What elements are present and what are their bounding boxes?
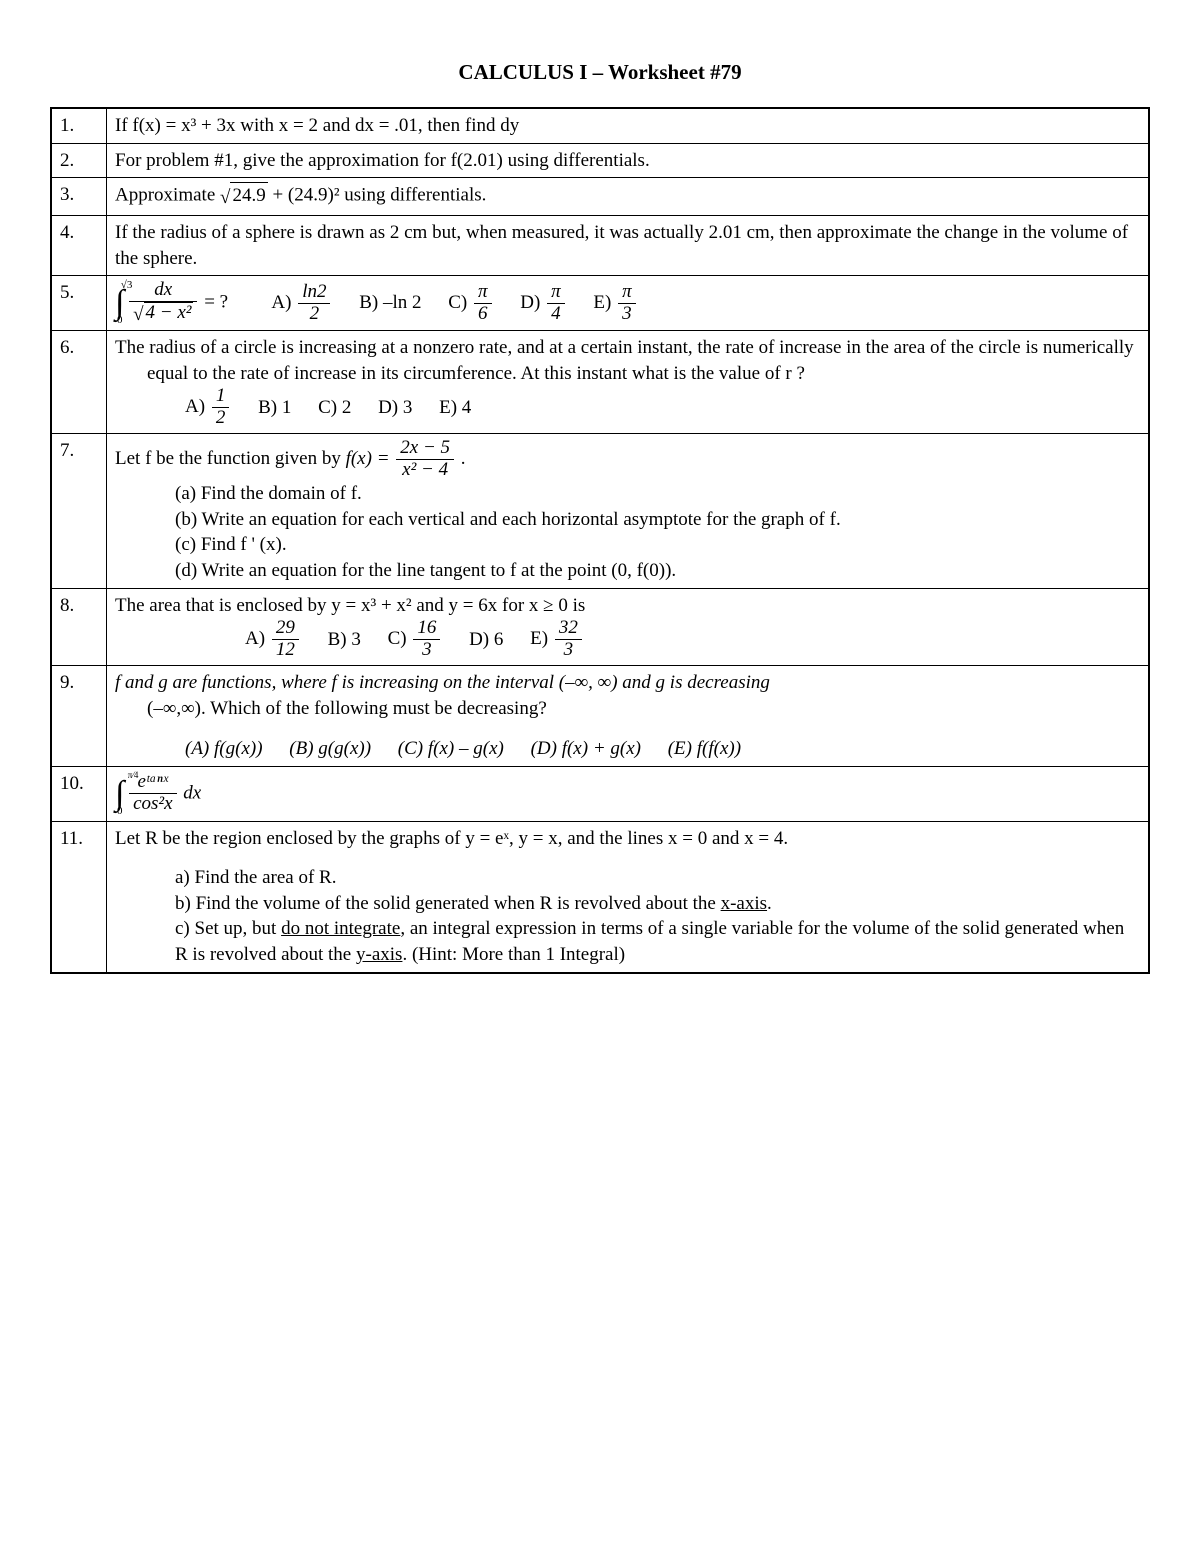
choice-b: B) –ln 2 (359, 290, 421, 316)
choice-b: (B) g(g(x)) (289, 736, 371, 762)
problem-number: 2. (51, 143, 107, 178)
choice-c: C) 163 (388, 618, 443, 661)
integral-icon: ∫ π⁄4 0 (115, 771, 124, 817)
integral-icon: ∫ √3 0 (115, 280, 124, 326)
subpart-a: a) Find the area of R. (115, 865, 1140, 891)
problem-number: 4. (51, 215, 107, 275)
problem-number: 7. (51, 434, 107, 588)
problem-number: 11. (51, 821, 107, 973)
problem-text: Let R be the region enclosed by the grap… (107, 821, 1150, 973)
subpart-c: c) Set up, but do not integrate, an inte… (115, 916, 1140, 967)
dx-label: dx (183, 782, 201, 803)
choice-d: D) 3 (378, 395, 412, 421)
question-line-1: f and g are functions, where f is increa… (115, 672, 770, 693)
equals-question: = ? (204, 292, 228, 313)
problem-row: 11. Let R be the region enclosed by the … (51, 821, 1149, 973)
choice-c: (C) f(x) – g(x) (398, 736, 504, 762)
problem-number: 1. (51, 108, 107, 143)
choice-d: D) 6 (469, 627, 503, 653)
choice-c: C) π6 (448, 282, 493, 325)
problem-number: 8. (51, 588, 107, 665)
question-text: The area that is enclosed by y = x³ + x²… (115, 593, 1140, 619)
choice-a: A) 2912 (245, 618, 301, 661)
problem-text: If f(x) = x³ + 3x with x = 2 and dx = .0… (107, 108, 1150, 143)
problem-number: 6. (51, 331, 107, 434)
problem-number: 3. (51, 178, 107, 216)
subpart-b: (b) Write an equation for each vertical … (115, 507, 1140, 533)
problem-text: ∫ π⁄4 0 eᵗᵃⁿˣ cos²x dx (107, 766, 1150, 821)
problem-text: ∫ √3 0 dx √4 − x² = ? A) l (107, 276, 1150, 331)
choice-e: (E) f(f(x)) (668, 736, 741, 762)
choice-d: D) π4 (520, 282, 566, 325)
problem-text: For problem #1, give the approximation f… (107, 143, 1150, 178)
sqrt-icon: √4 − x² (133, 302, 193, 326)
problem-row: 3. Approximate √24.9 + (24.9)² using dif… (51, 178, 1149, 216)
choice-b: B) 3 (328, 627, 361, 653)
subpart-a: (a) Find the domain of f. (115, 481, 1140, 507)
text-suffix: + (24.9)² using differentials. (272, 185, 486, 206)
problem-text: If the radius of a sphere is drawn as 2 … (107, 215, 1150, 275)
problem-text: The radius of a circle is increasing at … (107, 331, 1150, 434)
choice-e: E) 4 (439, 395, 471, 421)
text-prefix: Approximate (115, 185, 220, 206)
problem-table: 1. If f(x) = x³ + 3x with x = 2 and dx =… (50, 107, 1150, 974)
problem-text: f and g are functions, where f is increa… (107, 665, 1150, 766)
choice-a: A) 12 (185, 386, 231, 429)
problem-row: 1. If f(x) = x³ + 3x with x = 2 and dx =… (51, 108, 1149, 143)
problem-text: The area that is enclosed by y = x³ + x²… (107, 588, 1150, 665)
problem-row: 9. f and g are functions, where f is inc… (51, 665, 1149, 766)
page-title: CALCULUS I – Worksheet #79 (50, 60, 1150, 85)
integrand: dx √4 − x² (129, 280, 197, 326)
worksheet-page: CALCULUS I – Worksheet #79 1. If f(x) = … (50, 60, 1150, 974)
question-line-2: (–∞,∞). Which of the following must be d… (115, 696, 1140, 722)
problem-number: 10. (51, 766, 107, 821)
fx-label: f(x) = (346, 448, 390, 469)
subpart-c: (c) Find f ' (x). (115, 532, 1140, 558)
problem-text: Let f be the function given by f(x) = 2x… (107, 434, 1150, 588)
problem-row: 4. If the radius of a sphere is drawn as… (51, 215, 1149, 275)
problem-text: Approximate √24.9 + (24.9)² using differ… (107, 178, 1150, 216)
choice-a: (A) f(g(x)) (185, 736, 263, 762)
question-text: The radius of a circle is increasing at … (115, 337, 1134, 384)
choice-c: C) 2 (318, 395, 351, 421)
problem-number: 5. (51, 276, 107, 331)
subpart-d: (d) Write an equation for the line tange… (115, 558, 1140, 584)
sqrt-icon: √24.9 (220, 182, 268, 211)
choice-e: E) 323 (530, 618, 584, 661)
problem-row: 7. Let f be the function given by f(x) =… (51, 434, 1149, 588)
problem-number: 9. (51, 665, 107, 766)
choice-b: B) 1 (258, 395, 291, 421)
problem-row: 10. ∫ π⁄4 0 eᵗᵃⁿˣ cos²x dx (51, 766, 1149, 821)
choice-e: E) π3 (593, 282, 637, 325)
problem-row: 6. The radius of a circle is increasing … (51, 331, 1149, 434)
subpart-b: b) Find the volume of the solid generate… (115, 891, 1140, 917)
problem-row: 8. The area that is enclosed by y = x³ +… (51, 588, 1149, 665)
question-lead: Let f be the function given by (115, 448, 346, 469)
choice-d: (D) f(x) + g(x) (531, 736, 641, 762)
choice-a: A) ln22 (271, 282, 332, 325)
problem-row: 5. ∫ √3 0 dx √4 − x² = ? (51, 276, 1149, 331)
question-lead: Let R be the region enclosed by the grap… (115, 826, 1140, 852)
problem-row: 2. For problem #1, give the approximatio… (51, 143, 1149, 178)
